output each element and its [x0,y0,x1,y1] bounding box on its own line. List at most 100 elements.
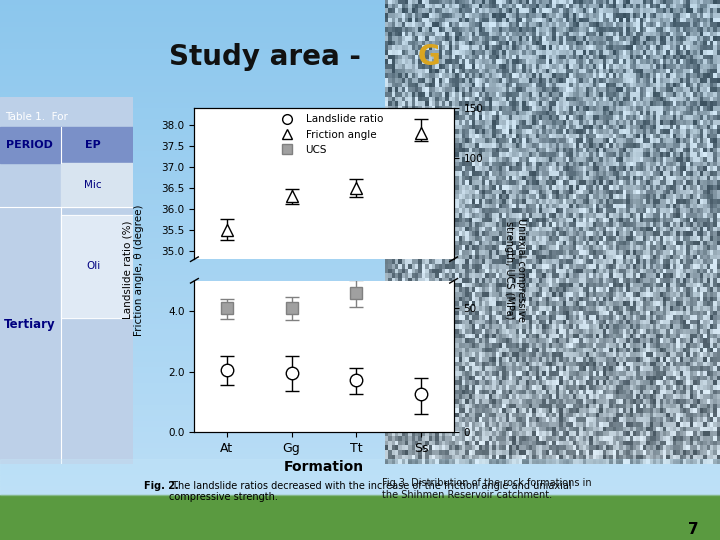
Bar [0,340,720,346]
Bar [0,59,720,65]
Bar [0,335,720,340]
Text: Table 1.  For: Table 1. For [5,112,68,122]
Bar [0,324,720,329]
Bar [0,43,720,49]
Bar [0,97,720,103]
Bar [0,346,720,351]
Bar [0,92,720,97]
Bar [0,378,720,383]
Bar [0,459,720,464]
Bar [0,76,720,81]
Bar [0,265,720,270]
Text: Mic: Mic [84,180,102,190]
Text: Landslide ratio (%)
Friction angle, θ (degree): Landslide ratio (%) Friction angle, θ (d… [122,204,144,336]
Text: Fig. 2.: Fig. 2. [144,481,179,491]
Bar [0,32,720,38]
Bar [0,103,720,108]
Bar [0,194,720,200]
Bar [0,497,720,502]
Bar [0,432,720,437]
Bar [0,351,720,356]
Bar [0,329,720,335]
Bar [0,302,720,308]
Bar [0,410,720,416]
Bar [0,362,720,367]
Bar [0,189,720,194]
Legend: Landslide ratio, Friction angle, UCS: Landslide ratio, Friction angle, UCS [272,110,387,159]
Bar [0,167,720,173]
Bar [0,146,720,151]
Bar [0,11,720,16]
Bar [0,157,720,162]
Bar [0,524,720,529]
Bar [0,443,720,448]
Bar [0,130,720,135]
Bar [0,0,720,5]
Bar [0,126,133,163]
Bar [0,367,720,373]
Text: PERIOD: PERIOD [6,140,53,150]
Bar [0,383,720,389]
Bar [0,275,720,281]
Bar [0,81,720,86]
X-axis label: Formation: Formation [284,460,364,474]
Bar [0,437,720,443]
Bar [0,238,720,243]
Bar [0,481,720,486]
Bar [0,313,720,319]
Text: Fig 3. Distribution of the rock formations in
the Shihmen Reservoir catchment.: Fig 3. Distribution of the rock formatio… [382,478,591,500]
Bar [0,508,720,513]
Text: G: G [418,43,441,71]
Bar [0,65,720,70]
Bar [0,221,720,227]
Bar [0,400,720,405]
Bar [0,184,720,189]
Bar [0,216,720,221]
Bar [0,173,720,178]
Text: Oli: Oli [86,261,100,271]
Bar [0,496,720,540]
Bar [0,427,720,432]
Bar [0,70,720,76]
Bar [0,513,720,518]
Bar [0,162,720,167]
Bar [0,535,720,540]
Bar [61,215,133,318]
Bar [0,151,720,157]
Bar [0,113,720,119]
Bar [0,227,720,232]
Bar [0,389,720,394]
Bar [61,163,133,207]
Bar [0,49,720,54]
Bar [0,254,720,259]
Bar [0,448,720,454]
Bar [0,270,720,275]
Bar [0,292,720,297]
Bar [0,124,720,130]
Bar [0,297,720,302]
Bar [0,416,720,421]
Bar [0,248,720,254]
Bar [0,405,720,410]
Bar [0,205,720,211]
Bar [0,281,720,286]
Bar [0,459,720,496]
Bar [0,140,720,146]
Bar [0,259,720,265]
Bar [0,464,720,470]
Bar [0,421,720,427]
Bar [0,454,720,459]
Bar [0,135,720,140]
Bar [0,373,720,378]
Bar [0,5,720,11]
Text: EP: EP [86,140,101,150]
Bar [0,200,720,205]
Bar [0,470,720,475]
Bar [0,529,720,535]
Bar [0,211,720,216]
Bar [0,16,720,22]
Bar [0,286,720,292]
Text: Uniaxial compressive
strength, UCS (MPa): Uniaxial compressive strength, UCS (MPa) [504,218,526,322]
Bar [0,518,720,524]
Text: The landslide ratios decreased with the increase of the friction angle and uniax: The landslide ratios decreased with the … [169,481,572,502]
